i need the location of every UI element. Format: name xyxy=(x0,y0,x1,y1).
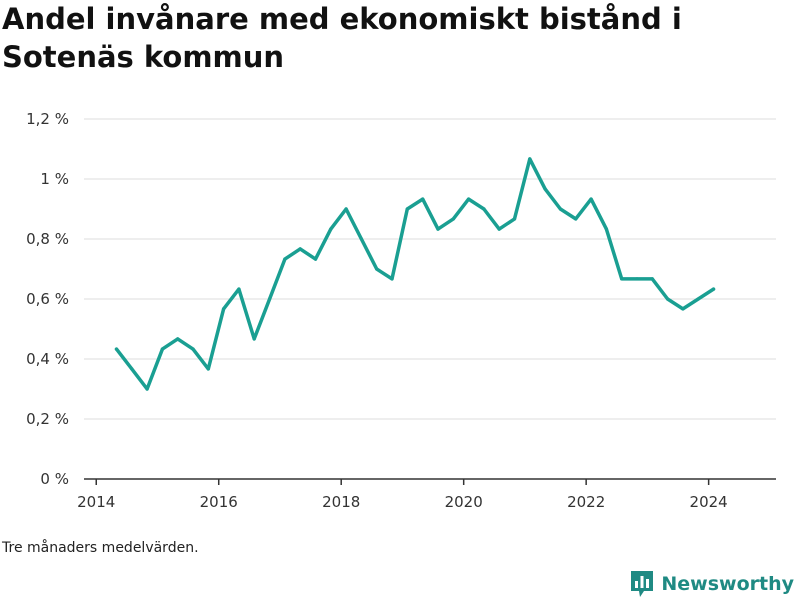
data-point xyxy=(206,367,210,371)
y-tick-label: 1 % xyxy=(40,170,69,188)
data-point xyxy=(711,287,716,291)
data-point xyxy=(421,197,425,201)
data-point xyxy=(298,247,302,251)
data-point xyxy=(650,277,654,281)
data-point xyxy=(574,217,578,221)
data-point xyxy=(543,187,547,191)
data-point xyxy=(497,227,501,231)
data-points xyxy=(114,157,716,391)
y-axis-ticks: 0 % 0,2 % 0,4 % 0,6 % 0,8 % 1 % 1,2 % xyxy=(26,110,69,488)
data-point xyxy=(620,277,624,281)
data-point xyxy=(252,337,256,341)
data-point xyxy=(145,387,149,391)
x-tick-label: 2014 xyxy=(77,493,115,511)
y-tick-label: 0,8 % xyxy=(26,230,69,248)
x-tick-label: 2020 xyxy=(445,493,483,511)
data-point xyxy=(666,297,670,301)
data-point xyxy=(222,307,226,311)
data-point xyxy=(267,297,272,301)
data-point xyxy=(160,347,164,351)
x-tick-label: 2024 xyxy=(690,493,728,511)
data-point xyxy=(696,297,700,301)
data-point xyxy=(191,347,195,351)
brand-name: Newsworthy xyxy=(661,573,794,595)
y-tick-label: 0,6 % xyxy=(26,290,69,308)
data-point xyxy=(512,217,517,221)
y-tick-label: 0,2 % xyxy=(26,410,69,428)
x-tick-label: 2018 xyxy=(322,493,360,511)
data-point xyxy=(390,277,394,281)
data-point xyxy=(375,267,379,271)
series-line xyxy=(114,157,716,391)
brand-logo: Newsworthy xyxy=(629,567,794,601)
data-point xyxy=(329,227,333,231)
data-point xyxy=(528,157,532,161)
data-point xyxy=(436,227,440,231)
data-point xyxy=(313,257,318,261)
data-point xyxy=(114,347,119,351)
data-point xyxy=(451,217,455,221)
x-axis-ticks: 2014 2016 2018 2020 2022 2024 xyxy=(77,479,728,511)
data-point xyxy=(130,367,134,371)
y-tick-label: 0,4 % xyxy=(26,350,69,368)
bar-chart-icon xyxy=(631,571,654,597)
data-point xyxy=(482,207,486,211)
data-point xyxy=(604,227,608,231)
y-tick-label: 1,2 % xyxy=(26,110,69,128)
data-point xyxy=(359,237,364,241)
data-point xyxy=(344,207,348,211)
x-tick-label: 2016 xyxy=(200,493,238,511)
y-tick-label: 0 % xyxy=(40,470,69,488)
data-point xyxy=(176,337,180,341)
footnote: Tre månaders medelvärden. xyxy=(2,540,199,556)
data-point xyxy=(405,207,409,211)
data-point xyxy=(635,277,639,281)
data-point xyxy=(558,207,563,211)
data-point xyxy=(283,257,287,261)
x-tick-label: 2022 xyxy=(567,493,605,511)
data-point xyxy=(589,197,593,201)
grid-lines xyxy=(84,118,776,420)
data-point xyxy=(237,287,241,291)
data-point xyxy=(466,197,471,201)
data-point xyxy=(681,307,685,311)
chart-title: Andel invånare med ekonomiskt bistånd i … xyxy=(2,2,682,74)
